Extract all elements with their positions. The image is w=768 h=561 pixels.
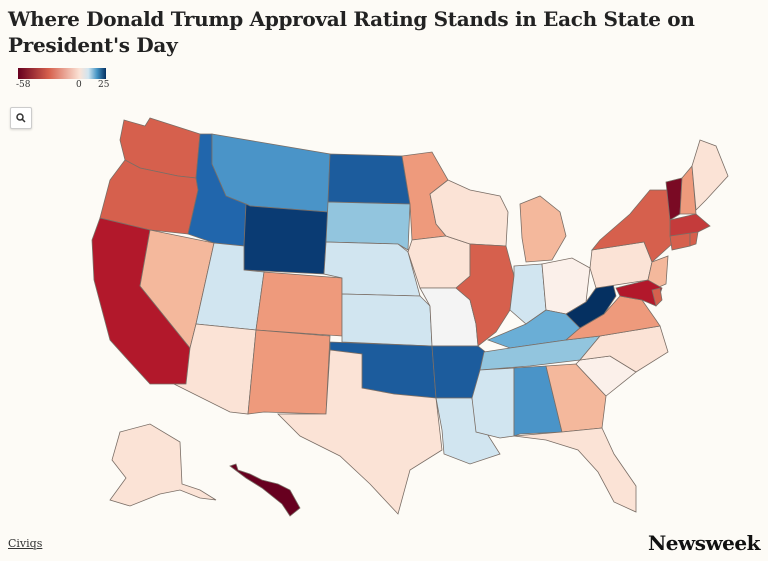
search-icon [16,113,26,123]
state-nd[interactable] [327,153,411,205]
color-legend: -58 0 25 [16,68,112,91]
state-ri[interactable] [689,231,699,247]
state-mi[interactable] [519,195,567,263]
brand-logo: Newsweek [647,531,761,555]
state-ma[interactable] [669,213,711,237]
legend-max-label: 25 [98,80,110,90]
legend-min-label: -58 [16,80,31,90]
state-il[interactable] [455,243,515,347]
state-sd[interactable] [325,201,411,251]
state-wy[interactable] [243,203,329,275]
source-link[interactable]: Civiqs [8,537,43,550]
legend-gradient [18,68,106,79]
legend-mid-label: 0 [76,80,82,90]
state-ms[interactable] [471,367,515,439]
state-nh[interactable] [679,164,697,215]
state-hi[interactable] [229,463,301,517]
page-title: Where Donald Trump Approval Rating Stand… [8,7,695,57]
state-ia[interactable] [407,235,471,289]
state-ks[interactable] [341,293,433,347]
state-va[interactable] [564,295,661,341]
state-tx[interactable] [277,349,443,515]
state-me[interactable] [691,139,729,211]
state-fl[interactable] [513,427,637,513]
state-ga[interactable] [545,363,607,433]
state-nm[interactable] [247,329,331,415]
state-de[interactable] [651,287,663,307]
state-ak[interactable] [109,423,217,507]
state-co[interactable] [255,271,343,337]
zoom-button[interactable] [10,107,32,129]
